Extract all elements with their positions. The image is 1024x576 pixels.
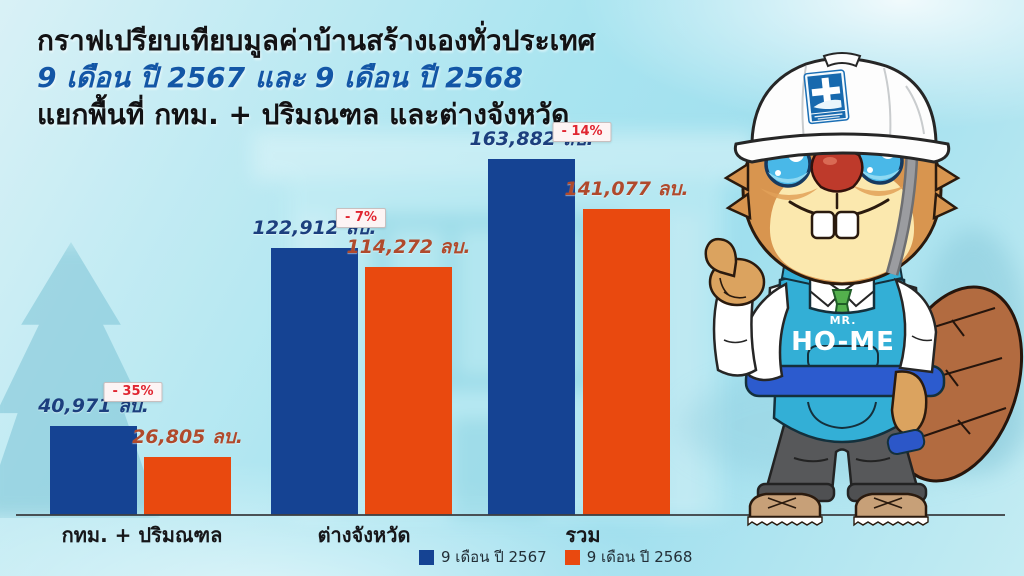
bar-value-label: 26,805 ลบ. <box>132 426 243 448</box>
legend-swatch-2568-icon <box>564 549 580 565</box>
bar-column-bkk-2567: 40,971 ลบ. <box>38 391 149 515</box>
legend-item-2568: 9 เดือน ปี 2568 <box>564 545 693 569</box>
legend-label-2567: 9 เดือน ปี 2567 <box>441 548 547 566</box>
hard-hat-association-logo-icon <box>803 69 850 125</box>
mascot-right-arm <box>886 277 938 456</box>
bar-total-2568 <box>583 209 670 515</box>
title-line-1: กราฟเปรียบเทียบมูลค่าบ้านสร้างเองทั่วประ… <box>37 24 596 57</box>
mascot-boot-right <box>853 492 929 527</box>
chart-legend: 9 เดือน ปี 2567 9 เดือน ปี 2568 <box>419 545 692 569</box>
mascot-mr-home-beaver: MR. HO-ME <box>704 52 1024 527</box>
legend-swatch-2567-icon <box>419 549 434 565</box>
x-axis-line <box>16 514 1005 516</box>
mascot-teeth <box>810 210 860 240</box>
mascot-boot-left <box>747 492 823 527</box>
bar-value-label: 141,077 ลบ. <box>564 178 689 200</box>
mascot-thumbs-up-arm <box>704 237 790 382</box>
title-line-3: แยกพื้นที่ กทม. + ปริมณฑล และต่างจังหวัด <box>37 98 570 131</box>
chart-title: กราฟเปรียบเทียบมูลค่าบ้านสร้างเองทั่วประ… <box>37 22 595 133</box>
bar-column-total-2568: 141,077 ลบ. <box>564 174 689 515</box>
x-label-bkk: กทม. + ปริมณฑล <box>61 523 223 547</box>
change-badge-total: - 14% <box>552 122 612 142</box>
change-badge-bkk: - 35% <box>103 382 163 402</box>
bar-provinces-2568 <box>365 267 452 515</box>
bar-column-total-2567: 163,882 ลบ. <box>469 124 594 515</box>
title-line-2: 9 เดือน ปี 2567 และ 9 เดือน ปี 2568 <box>37 61 524 94</box>
bar-column-bkk-2568: 26,805 ลบ. <box>132 422 243 515</box>
bar-column-provinces-2567: 122,912 ลบ. <box>252 213 377 515</box>
legend-item-2567: 9 เดือน ปี 2567 <box>419 545 547 569</box>
x-label-provinces: ต่างจังหวัด <box>317 523 411 547</box>
mascot-legs <box>747 416 929 527</box>
mascot-hard-hat <box>733 52 951 164</box>
bar-bkk-2567 <box>50 426 137 515</box>
bar-total-2567 <box>488 159 575 515</box>
x-label-total: รวม <box>565 523 601 547</box>
bar-column-provinces-2568: 114,272 ลบ. <box>346 232 471 515</box>
mascot-thumbs-up-paw <box>704 237 766 307</box>
bar-provinces-2567 <box>271 248 358 515</box>
bar-value-label: 114,272 ลบ. <box>346 236 471 258</box>
legend-label-2568: 9 เดือน ปี 2568 <box>586 548 693 566</box>
change-badge-provinces: - 7% <box>336 208 386 228</box>
bar-bkk-2568 <box>144 457 231 515</box>
apron-text-home: HO-ME <box>791 327 895 357</box>
apron-text-mr: MR. <box>830 314 857 327</box>
mascot-nose <box>810 148 864 193</box>
